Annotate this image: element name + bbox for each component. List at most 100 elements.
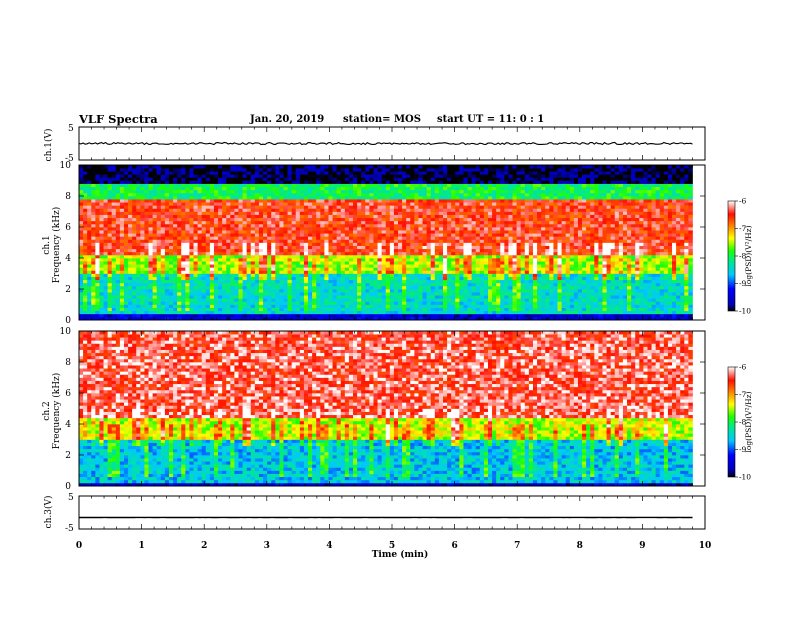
- spectrogram-cell: [463, 208, 467, 211]
- spectrogram-cell: [361, 212, 365, 215]
- spectrogram-cell: [161, 274, 165, 277]
- spectrogram-cell: [132, 264, 136, 267]
- spectrogram-cell: [333, 230, 337, 233]
- spectrogram-cell: [169, 311, 173, 314]
- spectrogram-cell: [210, 274, 214, 277]
- spectrogram-cell: [455, 199, 459, 202]
- spectrogram-cell: [320, 212, 324, 215]
- spectrogram-cell: [149, 308, 153, 311]
- spectrogram-cell: [181, 208, 185, 211]
- spectrogram-cell: [337, 215, 341, 218]
- spectrogram-cell: [194, 190, 198, 193]
- spectrogram-cell: [255, 243, 259, 246]
- spectrogram-cell: [140, 277, 144, 280]
- spectrogram-cell: [99, 233, 103, 236]
- spectrogram-cell: [230, 280, 234, 283]
- spectrogram-cell: [99, 202, 103, 205]
- spectrogram-cell: [210, 252, 214, 255]
- spectrogram-cell: [386, 168, 390, 171]
- spectrogram-cell: [402, 308, 406, 311]
- spectrogram-cell: [333, 199, 337, 202]
- spectrogram-cell: [472, 215, 476, 218]
- spectrogram-cell: [435, 252, 439, 255]
- spectrogram-cell: [189, 274, 193, 277]
- spectrogram-cell: [267, 174, 271, 177]
- spectrogram-cell: [472, 208, 476, 211]
- spectrogram-cell: [320, 274, 324, 277]
- spectrogram-cell: [91, 233, 95, 236]
- spectrogram-cell: [116, 233, 120, 236]
- spectrogram-cell: [439, 286, 443, 289]
- spectrogram-cell: [333, 267, 337, 270]
- spectrogram-cell: [472, 246, 476, 249]
- spectrogram-cell: [468, 261, 472, 264]
- spectrogram-cell: [210, 314, 214, 317]
- spectrogram-cell: [161, 292, 165, 295]
- spectrogram-cell: [373, 233, 377, 236]
- spectrogram-cell: [361, 168, 365, 171]
- spectrogram-cell: [373, 181, 377, 184]
- spectrogram-cell: [214, 239, 218, 242]
- spectrogram-cell: [120, 199, 124, 202]
- spectrogram-cell: [251, 221, 255, 224]
- spectrogram-cell: [394, 301, 398, 304]
- spectrogram-cell: [243, 280, 247, 283]
- spectrogram-cell: [337, 267, 341, 270]
- spectrogram-cell: [427, 168, 431, 171]
- spectrogram-cell: [288, 311, 292, 314]
- spectrogram-cell: [140, 311, 144, 314]
- spectrogram-cell: [230, 165, 234, 168]
- spectrogram-cell: [104, 314, 108, 317]
- spectrogram-cell: [288, 174, 292, 177]
- spectrogram-cell: [149, 190, 153, 193]
- spectrogram-cell: [472, 301, 476, 304]
- spectrogram-cell: [255, 255, 259, 258]
- spectrogram-cell: [275, 218, 279, 221]
- spectrogram-cell: [83, 249, 87, 252]
- spectrogram-cell: [275, 212, 279, 215]
- spectrogram-cell: [333, 174, 337, 177]
- spectrogram-cell: [406, 249, 410, 252]
- spectrogram-cell: [398, 311, 402, 314]
- spectrogram-cell: [194, 277, 198, 280]
- spectrogram-cell: [108, 255, 112, 258]
- spectrogram-cell: [259, 177, 263, 180]
- spectrogram-cell: [222, 311, 226, 314]
- spectrogram-cell: [316, 196, 320, 199]
- spectrogram-cell: [357, 308, 361, 311]
- spectrogram-cell: [386, 184, 390, 187]
- spectrogram-cell: [353, 236, 357, 239]
- spectrogram-cell: [410, 212, 414, 215]
- spectrogram-cell: [443, 221, 447, 224]
- spectrogram-cell: [431, 261, 435, 264]
- spectrogram-cell: [312, 289, 316, 292]
- spectrogram-cell: [373, 227, 377, 230]
- spectrogram-cell: [87, 233, 91, 236]
- spectrogram-cell: [345, 311, 349, 314]
- spectrogram-cell: [418, 230, 422, 233]
- spectrogram-cell: [95, 212, 99, 215]
- spectrogram-cell: [239, 286, 243, 289]
- spectrogram-cell: [185, 255, 189, 258]
- spectrogram-cell: [185, 314, 189, 317]
- spectrogram-cell: [173, 174, 177, 177]
- spectrogram-cell: [185, 270, 189, 273]
- spectrogram-cell: [394, 233, 398, 236]
- spectrogram-cell: [308, 187, 312, 190]
- spectrogram-cell: [251, 218, 255, 221]
- spectrogram-cell: [116, 270, 120, 273]
- spectrogram-cell: [300, 205, 304, 208]
- spectrogram-cell: [365, 298, 369, 301]
- spectrogram-cell: [451, 274, 455, 277]
- spectrogram-cell: [144, 286, 148, 289]
- spectrogram-cell: [382, 239, 386, 242]
- spectrogram-cell: [116, 274, 120, 277]
- spectrogram-cell: [373, 202, 377, 205]
- spectrogram-cell: [263, 187, 267, 190]
- spectrogram-cell: [243, 267, 247, 270]
- spectrogram-cell: [304, 218, 308, 221]
- spectrogram-cell: [218, 258, 222, 261]
- spectrogram-cell: [206, 230, 210, 233]
- spectrogram-cell: [189, 286, 193, 289]
